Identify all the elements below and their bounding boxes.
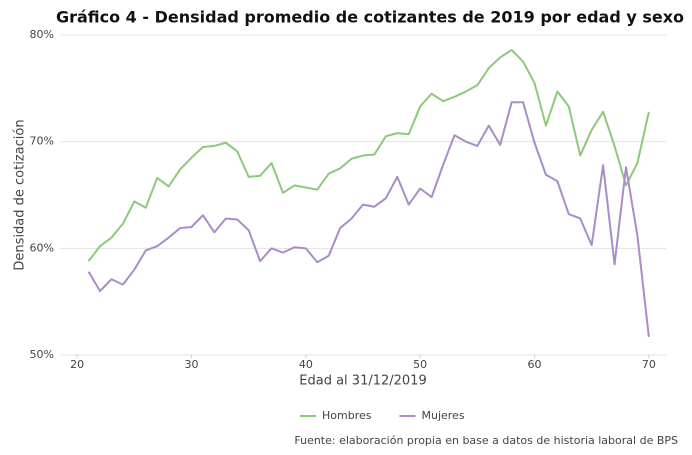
series-line xyxy=(87,48,650,262)
x-tick-label: 20 xyxy=(70,358,84,371)
x-tick-label: 30 xyxy=(184,358,198,371)
source-note: Fuente: elaboración propia en base a dat… xyxy=(294,434,678,447)
x-tick-label: 50 xyxy=(413,358,427,371)
x-tick-label: 70 xyxy=(642,358,656,371)
series-line xyxy=(87,101,650,337)
x-axis-title: Edad al 31/12/2019 xyxy=(299,374,426,389)
x-tick-label: 40 xyxy=(299,358,313,371)
legend-label: Mujeres xyxy=(421,409,464,422)
y-tick-label: 70% xyxy=(30,135,54,148)
chart-title: Gráfico 4 - Densidad promedio de cotizan… xyxy=(56,8,684,27)
y-axis-title: Densidad de cotización xyxy=(13,119,28,270)
y-tick-label: 80% xyxy=(30,28,54,41)
y-tick-label: 60% xyxy=(30,241,54,254)
y-tick-label: 50% xyxy=(30,348,54,361)
x-tick-label: 60 xyxy=(528,358,542,371)
legend-label: Hombres xyxy=(322,409,372,422)
